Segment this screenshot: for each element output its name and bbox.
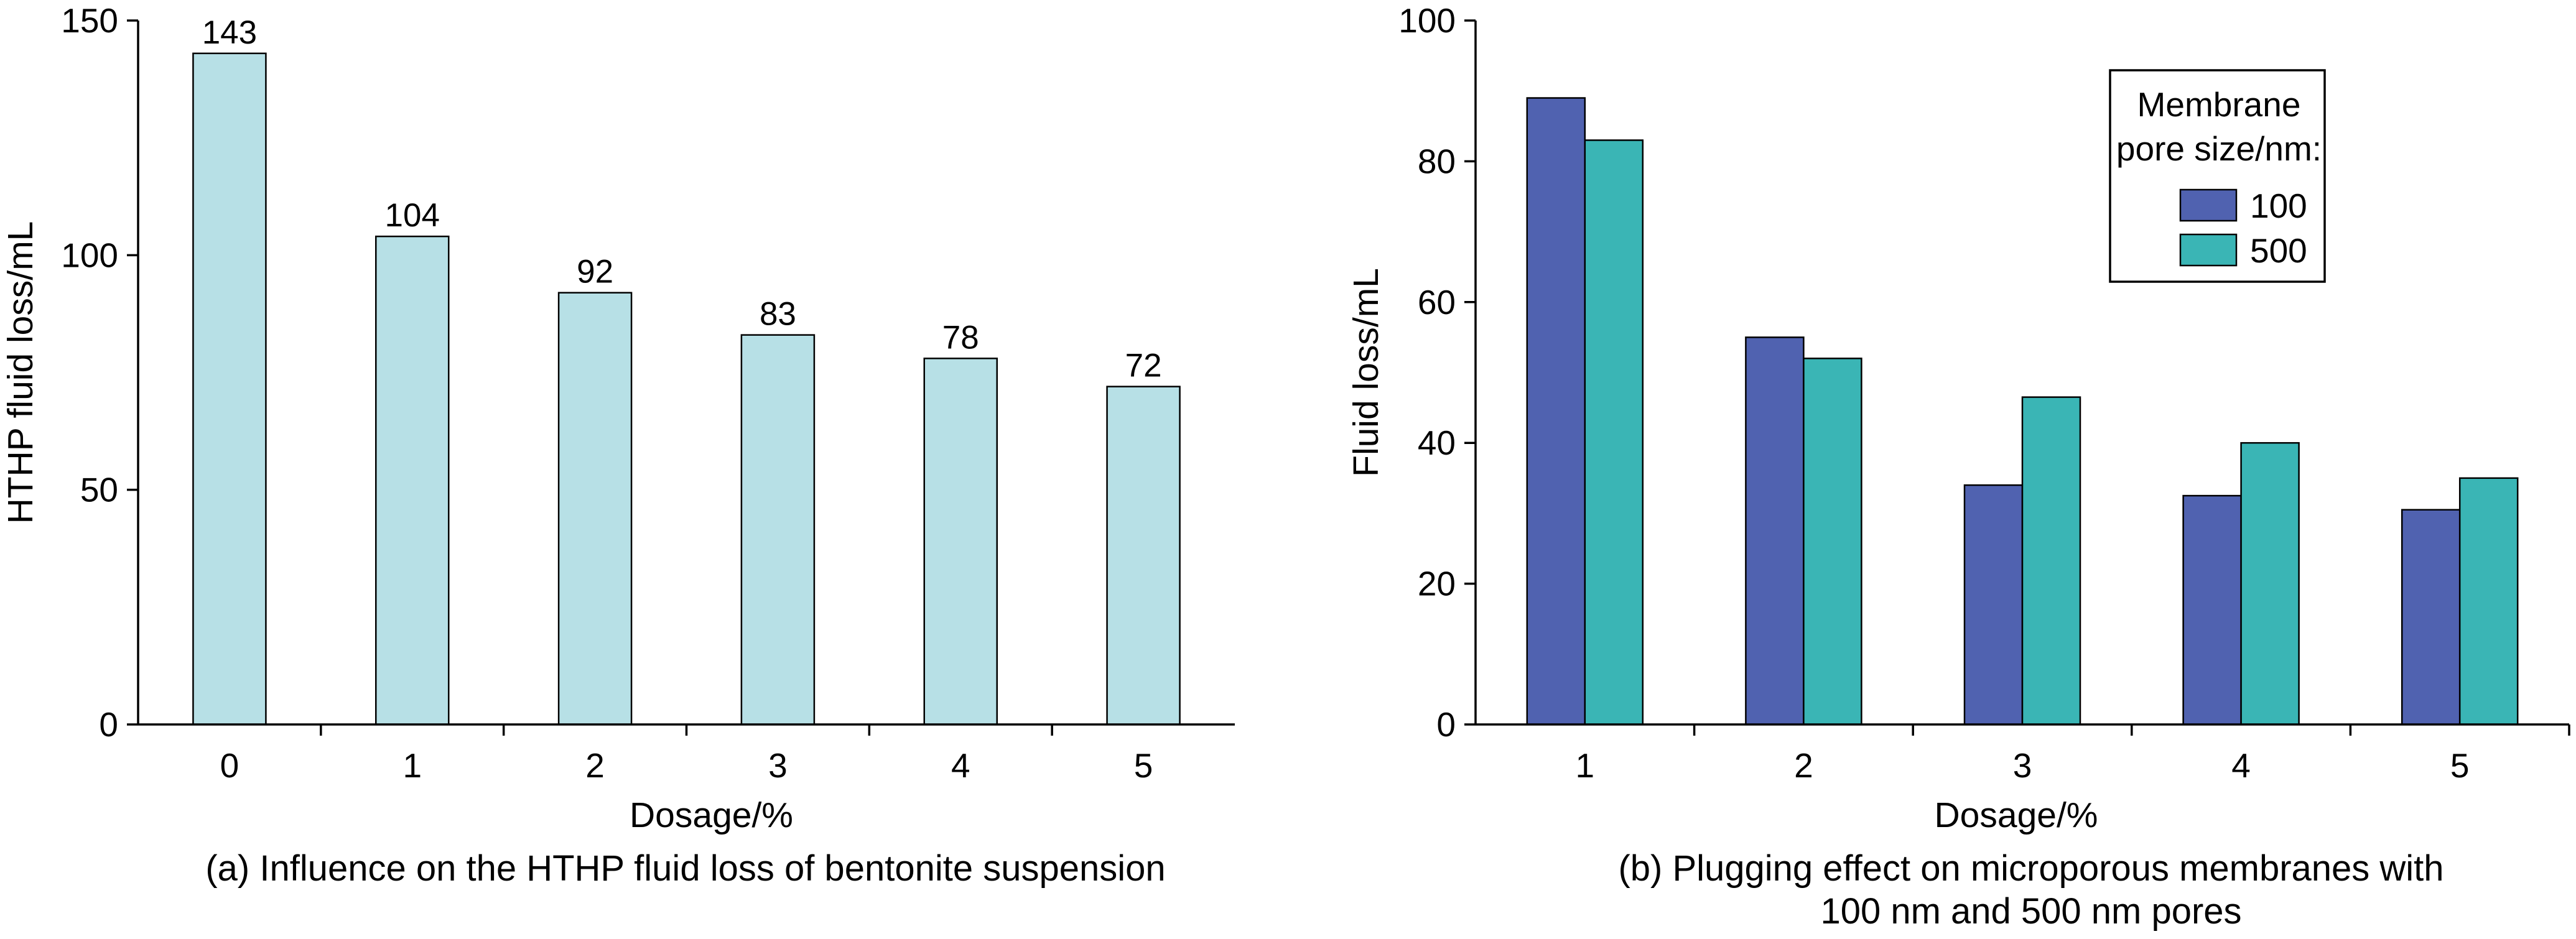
y-tick-label-50: 50 — [80, 471, 118, 509]
y-tick-label-80: 80 — [1418, 142, 1456, 180]
bar-500nm-dosage-2 — [1803, 358, 1862, 726]
chart-a: 143 104 92 83 78 72 0 50 100 150 0 1 2 3 4 5 Dosage/% HTH… — [1, 1, 1235, 889]
data-label-4: 78 — [942, 319, 979, 356]
legend-label-100: 100 — [2250, 187, 2307, 225]
x-tick-label-3: 3 — [2013, 746, 2032, 785]
x-tick-label-2: 2 — [585, 746, 605, 785]
caption-a: (a) Influence on the HTHP fluid loss of … — [205, 848, 1165, 889]
legend-swatch-100 — [2179, 188, 2238, 222]
y-tick-label-40: 40 — [1418, 423, 1456, 462]
x-axis-title: Dosage/% — [1935, 795, 2098, 835]
y-tick-label-0: 0 — [1436, 705, 1456, 744]
bar-dosage-3 — [740, 334, 816, 726]
data-label-2: 92 — [577, 254, 613, 290]
y-tick-label-60: 60 — [1418, 283, 1456, 321]
x-tick-label-4: 4 — [2231, 746, 2251, 785]
bar-500nm-dosage-3 — [2021, 396, 2081, 726]
x-tick-label-0: 0 — [220, 746, 239, 785]
x-tick-label-4: 4 — [951, 746, 970, 785]
legend-swatch-500 — [2179, 233, 2238, 267]
legend-label-500: 500 — [2250, 231, 2307, 270]
y-tick-label-0: 0 — [99, 705, 118, 744]
y-tick-label-100: 100 — [1398, 1, 1456, 40]
data-label-3: 83 — [760, 296, 796, 333]
bar-100nm-dosage-2 — [1745, 336, 1805, 726]
x-tick-label-3: 3 — [768, 746, 788, 785]
bar-dosage-4 — [923, 358, 998, 726]
bar-dosage-0 — [192, 52, 267, 726]
chart-b: 0 20 40 60 80 100 1 2 3 4 5 Dosage/% Fluid loss/mL Me… — [1346, 1, 2570, 932]
bar-100nm-dosage-5 — [2401, 509, 2461, 726]
data-label-1: 104 — [385, 197, 440, 234]
bar-500nm-dosage-5 — [2458, 477, 2519, 726]
data-label-5: 72 — [1125, 348, 1162, 384]
bar-500nm-dosage-4 — [2240, 442, 2300, 726]
x-tick-label-1: 1 — [402, 746, 422, 785]
legend-title-line-1: Membrane — [2137, 85, 2301, 124]
bar-100nm-dosage-4 — [2182, 494, 2242, 726]
bar-500nm-dosage-1 — [1584, 139, 1644, 726]
caption-b-line-1: (b) Plugging effect on microporous membr… — [1618, 848, 2443, 889]
y-tick-label-100: 100 — [61, 236, 118, 274]
y-axis-title: HTHP fluid loss/mL — [1, 221, 40, 524]
bar-dosage-1 — [375, 235, 450, 726]
caption-b-line-2: 100 nm and 500 nm pores — [1820, 891, 2241, 932]
x-tick-label-5: 5 — [1134, 746, 1153, 785]
bar-100nm-dosage-1 — [1526, 97, 1586, 726]
legend-title-line-2: pore size/nm: — [2116, 129, 2322, 168]
y-tick-label-150: 150 — [61, 1, 118, 40]
x-tick-label-1: 1 — [1576, 746, 1595, 785]
x-tick-label-5: 5 — [2450, 746, 2470, 785]
x-tick-label-2: 2 — [1794, 746, 1813, 785]
x-axis-title: Dosage/% — [630, 795, 793, 835]
bar-dosage-2 — [557, 292, 633, 726]
legend: Membrane pore size/nm: 100 500 — [2109, 69, 2326, 283]
y-tick-label-20: 20 — [1418, 565, 1456, 603]
y-axis-title: Fluid loss/mL — [1346, 268, 1386, 477]
bar-dosage-5 — [1106, 386, 1181, 726]
data-label-0: 143 — [202, 14, 257, 51]
bar-100nm-dosage-3 — [1963, 484, 2024, 726]
